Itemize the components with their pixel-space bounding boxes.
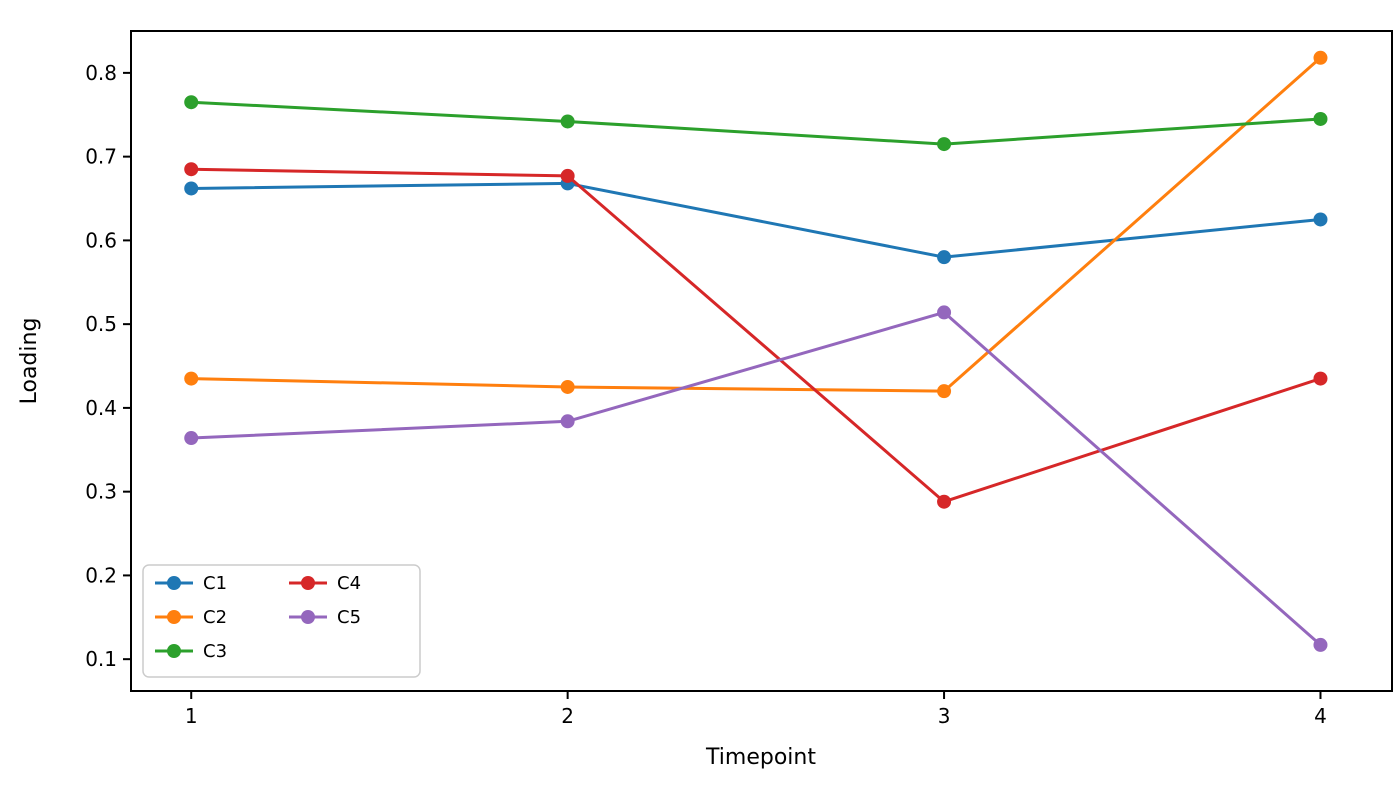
series-marker-C2 xyxy=(184,371,199,386)
series-marker-C2 xyxy=(937,384,952,399)
series-marker-C3 xyxy=(937,137,952,152)
plot-frame xyxy=(130,30,1393,692)
x-tick-label: 4 xyxy=(1314,704,1327,728)
y-tick-label: 0.3 xyxy=(85,480,117,504)
series-marker-C2 xyxy=(560,379,575,394)
legend-label-C2: C2 xyxy=(203,607,227,628)
series-marker-C4 xyxy=(560,168,575,183)
series-marker-C3 xyxy=(560,114,575,129)
x-tick-label: 1 xyxy=(185,704,198,728)
y-tick-label: 0.1 xyxy=(85,647,117,671)
legend-sample-marker-C3 xyxy=(167,644,181,658)
legend-sample-marker-C5 xyxy=(301,610,315,624)
series-marker-C5 xyxy=(560,414,575,429)
series-line-C1 xyxy=(189,181,1322,259)
series-marker-C4 xyxy=(937,494,952,509)
series-line-C5 xyxy=(189,310,1322,647)
y-tick-label: 0.8 xyxy=(85,61,117,85)
series-marker-C1 xyxy=(1313,212,1328,227)
y-tick-label: 0.4 xyxy=(85,396,117,420)
x-tick-label: 2 xyxy=(561,704,574,728)
series-marker-C5 xyxy=(184,431,199,446)
series-marker-C5 xyxy=(1313,637,1328,652)
y-tick-label: 0.6 xyxy=(85,228,117,252)
series-marker-C3 xyxy=(1313,111,1328,126)
y-axis-label: Loading xyxy=(17,318,42,405)
legend-label-C4: C4 xyxy=(337,573,361,594)
y-tick-label: 0.7 xyxy=(85,145,117,169)
x-tick-label: 3 xyxy=(938,704,951,728)
series-line-C3 xyxy=(189,100,1322,146)
series-marker-C1 xyxy=(184,181,199,196)
legend-label-C5: C5 xyxy=(337,607,361,628)
series-line-C4 xyxy=(189,167,1322,504)
x-axis-label: Timepoint xyxy=(705,745,816,770)
series-marker-C5 xyxy=(937,305,952,320)
legend-sample-marker-C1 xyxy=(167,576,181,590)
legend-label-C1: C1 xyxy=(203,573,227,594)
legend-box xyxy=(142,564,421,678)
legend-sample-marker-C4 xyxy=(301,576,315,590)
series-marker-C4 xyxy=(1313,371,1328,386)
y-tick-label: 0.2 xyxy=(85,563,117,587)
legend-sample-marker-C2 xyxy=(167,610,181,624)
series-line-C2 xyxy=(189,56,1322,393)
series-marker-C4 xyxy=(184,162,199,177)
y-tick-label: 0.5 xyxy=(85,312,117,336)
series-marker-C1 xyxy=(937,250,952,265)
series-marker-C3 xyxy=(184,95,199,110)
legend-label-C3: C3 xyxy=(203,641,227,662)
series-marker-C2 xyxy=(1313,50,1328,65)
